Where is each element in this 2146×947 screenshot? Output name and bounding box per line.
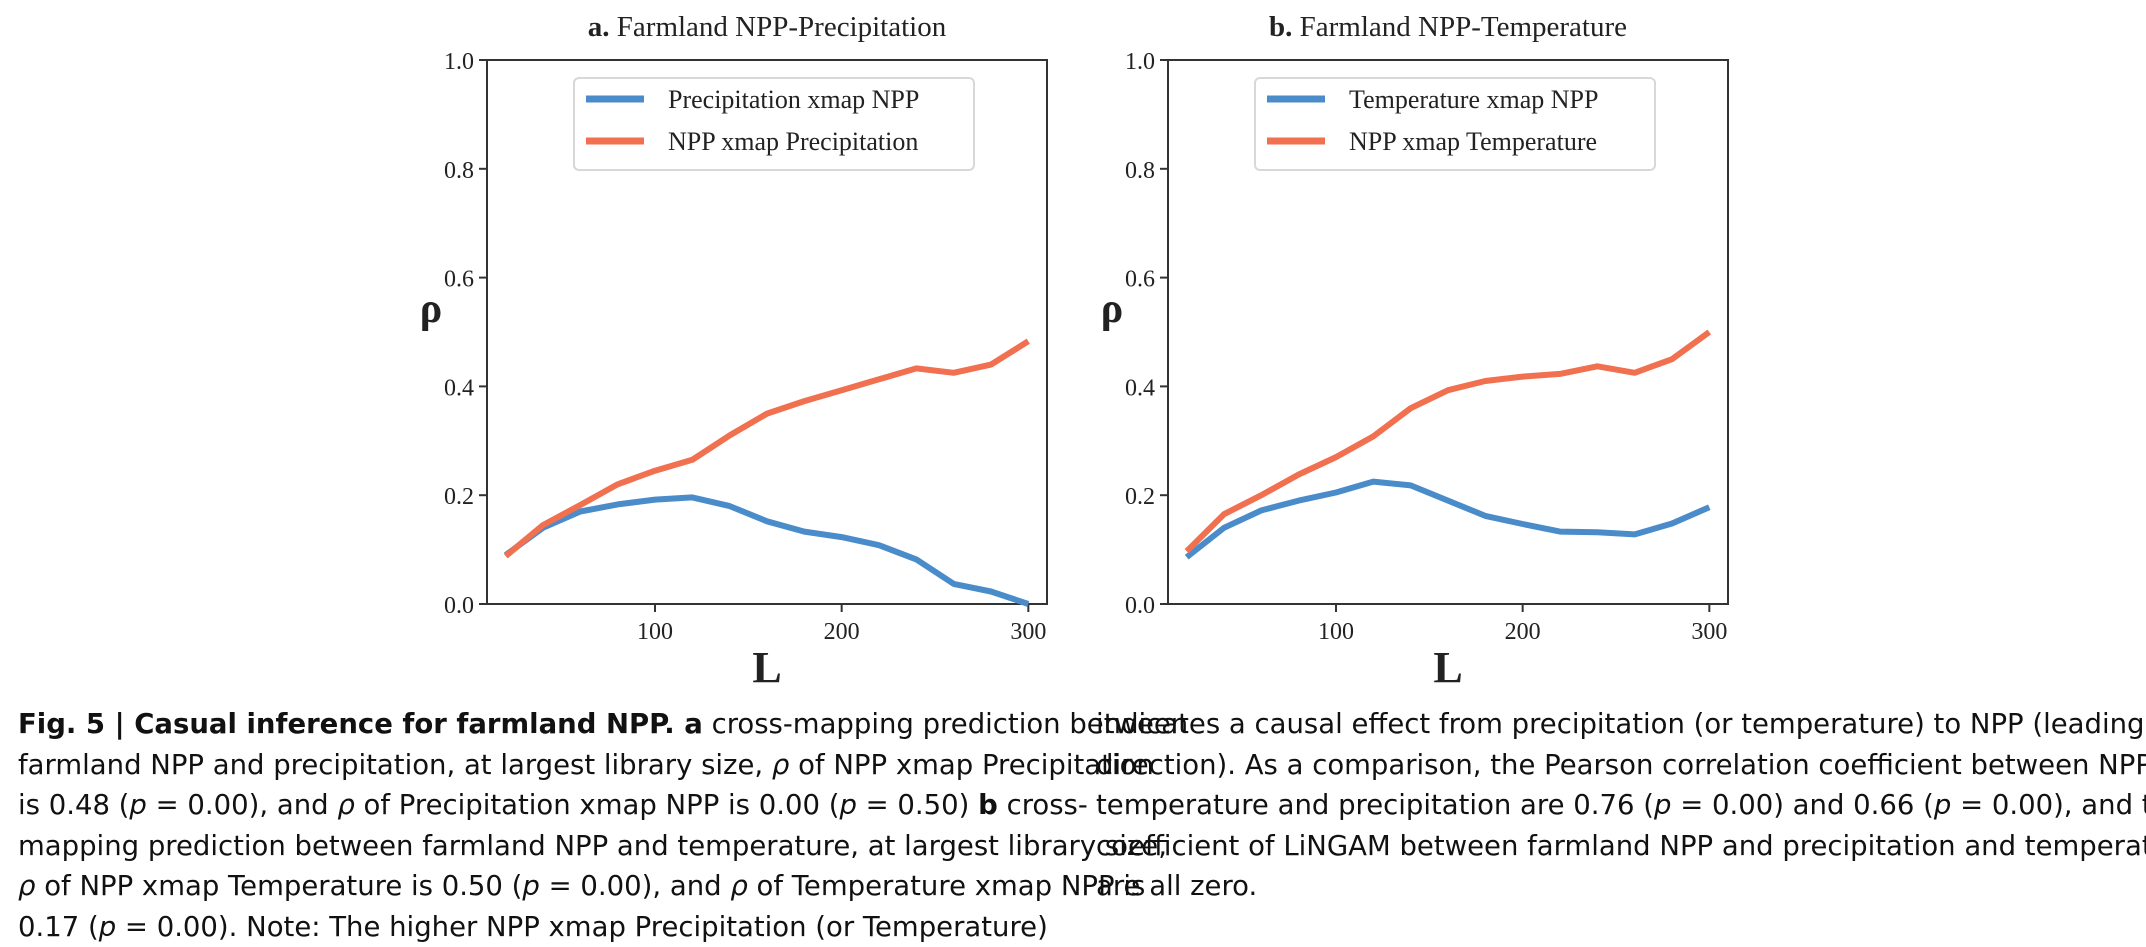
panel-label: a. [588,11,610,43]
y-axis-label: ρ [420,286,442,332]
x-tick-label: 100 [1318,619,1354,645]
caption-text: of NPP xmap Temperature is 0.50 ( [35,870,522,902]
caption-line: ρ of NPP xmap Temperature is 0.50 (p = 0… [18,866,1058,907]
y-tick-label: 0.0 [1125,593,1155,619]
series-line-1 [506,497,1029,604]
panel-label: b. [1269,11,1292,43]
caption-text: ρ [18,870,35,902]
caption-text: mapping prediction between farmland NPP … [18,830,1167,862]
caption-line: Fig. 5 | Casual inference for farmland N… [18,704,1058,745]
x-tick-label: 200 [1505,619,1541,645]
y-tick-label: 0.6 [1125,267,1155,293]
caption-line: is 0.48 (p = 0.00), and ρ of Precipitati… [18,785,1058,826]
caption-text: of Temperature xmap NPP is [748,870,1146,902]
caption-text: = 0.00) and 0.66 ( [1671,789,1933,821]
chart-title: b. Farmland NPP-Temperature [1269,11,1627,43]
y-tick-label: 1.0 [444,49,474,75]
caption-line: temperature and precipitation are 0.76 (… [1096,785,2141,826]
caption-line: indicates a causal effect from precipita… [1096,704,2141,745]
y-tick-label: 1.0 [1125,49,1155,75]
caption-line: farmland NPP and precipitation, at large… [18,745,1058,786]
x-tick-label: 300 [1691,619,1727,645]
y-tick-label: 0.8 [444,158,474,184]
y-tick-label: 0.8 [1125,158,1155,184]
caption-line: 0.17 (p = 0.00). Note: The higher NPP xm… [18,907,1058,947]
caption-text: = 0.00). Note: The higher NPP xmap Preci… [116,911,1048,943]
caption-text: ρ [337,789,354,821]
caption-text: b [978,789,998,821]
caption-text: p [522,870,539,902]
caption-text: temperature and precipitation are 0.76 ( [1096,789,1654,821]
y-tick-label: 0.4 [444,375,474,401]
chart-panel-b: b. Farmland NPP-Temperature 0.0 0.2 0.4 0.6 0… [1101,11,1728,692]
chart-title-text: Farmland NPP-Precipitation [610,11,947,43]
caption-text: is 0.48 ( [18,789,129,821]
figure-panels: a. Farmland NPP-Precipitation 0.0 0.2 0.4 0.… [0,0,2146,700]
caption-line: mapping prediction between farmland NPP … [18,826,1058,867]
caption-text: p [1934,789,1951,821]
y-tick-label: 0.0 [444,593,474,619]
caption-text: Fig. 5 | Casual inference for farmland N… [18,708,703,740]
caption-text: of Precipitation xmap NPP is 0.00 ( [355,789,840,821]
caption-text: 0.17 ( [18,911,99,943]
caption-line: are all zero. [1096,866,2141,907]
caption-text: = 0.00), and [540,870,730,902]
y-tick-label: 0.2 [1125,484,1155,510]
x-axis-label: L [1433,643,1462,692]
caption-text: direction). As a comparison, the Pearson… [1096,749,2146,781]
caption-text: indicates a causal effect from precipita… [1096,708,2146,740]
caption-line: coefficient of LiNGAM between farmland N… [1096,826,2141,867]
caption-text: p [99,911,116,943]
caption-line: direction). As a comparison, the Pearson… [1096,745,2141,786]
x-tick-label: 200 [824,619,860,645]
legend-label: NPP xmap Precipitation [668,127,918,156]
legend: Temperature xmap NPP NPP xmap Temperature [1255,78,1655,170]
caption-text: ρ [772,749,789,781]
caption-text: cross- [998,789,1088,821]
legend-label: Temperature xmap NPP [1349,85,1598,114]
figure-caption-left: Fig. 5 | Casual inference for farmland N… [18,704,1058,947]
series-line-2 [1187,332,1710,551]
x-axis-label: L [752,643,781,692]
caption-text: ρ [730,870,747,902]
x-tick-label: 100 [637,619,673,645]
caption-text: p [839,789,856,821]
caption-text: farmland NPP and precipitation, at large… [18,749,772,781]
caption-text: = 0.50) [857,789,978,821]
y-axis-label: ρ [1101,286,1123,332]
caption-text: = 0.00), and [147,789,337,821]
x-tick-label: 300 [1010,619,1046,645]
caption-text: coefficient of LiNGAM between farmland N… [1096,830,2146,862]
caption-text: p [129,789,146,821]
chart-title-text: Farmland NPP-Temperature [1292,11,1627,43]
legend-label: Precipitation xmap NPP [668,85,919,114]
chart-panel-a: a. Farmland NPP-Precipitation 0.0 0.2 0.4 0.… [420,11,1047,692]
caption-text: = 0.00), and the [1951,789,2146,821]
y-tick-label: 0.4 [1125,375,1155,401]
chart-title: a. Farmland NPP-Precipitation [588,11,947,43]
caption-text: p [1654,789,1671,821]
legend: Precipitation xmap NPP NPP xmap Precipita… [574,78,974,170]
y-tick-label: 0.6 [444,267,474,293]
legend-label: NPP xmap Temperature [1349,127,1597,156]
y-tick-label: 0.2 [444,484,474,510]
caption-text: are all zero. [1096,870,1257,902]
figure-caption-right: indicates a causal effect from precipita… [1096,704,2141,907]
